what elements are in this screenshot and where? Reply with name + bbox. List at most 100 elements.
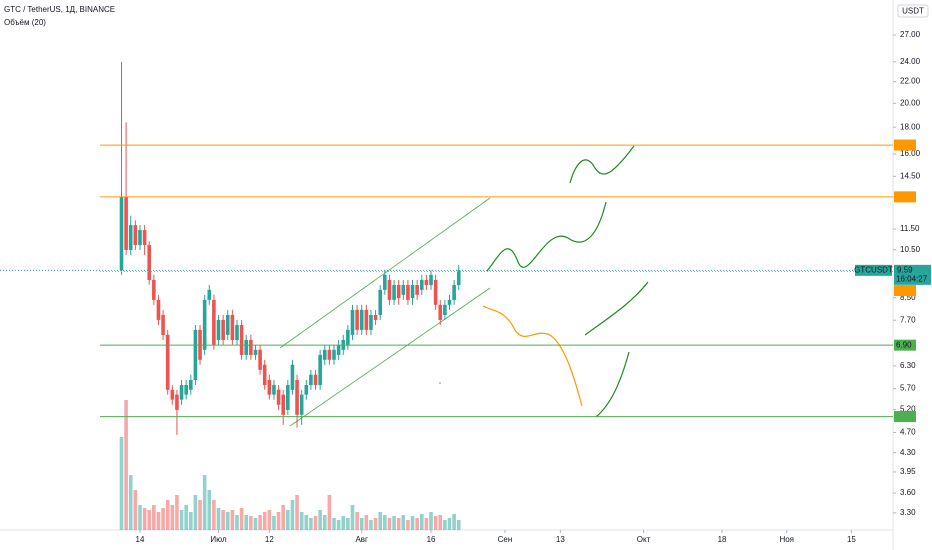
volume-bar [318, 510, 322, 530]
volume-bar [212, 500, 216, 530]
volume-bar [304, 515, 309, 530]
volume-bar [392, 516, 396, 530]
y-tick-label: 11.50 [900, 224, 920, 233]
y-tick-label: 5.20 [900, 405, 916, 414]
projection-high [569, 145, 635, 184]
candle-body [452, 285, 456, 300]
indicator-label: Объём (20) [4, 18, 46, 27]
volume-bar [225, 512, 230, 530]
volume-bar [410, 516, 415, 530]
candle-body [175, 394, 179, 410]
volume-bar [336, 520, 341, 530]
y-tick-label: 8.50 [900, 293, 916, 302]
candle-body [258, 349, 262, 370]
volume-bar [419, 514, 424, 530]
volume-bar [124, 400, 128, 530]
volume-bar [290, 500, 295, 530]
candle-body [401, 285, 406, 295]
y-tick-label: 20.00 [900, 98, 921, 107]
last-price-label: 9.59 [897, 265, 913, 274]
volume-bar [170, 505, 175, 530]
volume-bar [387, 518, 392, 530]
volume-bar [355, 512, 359, 530]
candle-body [309, 374, 313, 386]
candle-body [359, 309, 364, 330]
candle-body [290, 364, 295, 390]
x-tick-label: 15 [847, 535, 856, 544]
candle-body [249, 339, 253, 355]
volume-bar [406, 520, 410, 530]
candle-body [239, 325, 244, 355]
volume-bar [383, 515, 387, 530]
symbol-label: GTCUSDT [854, 265, 893, 274]
level-label-box [894, 139, 916, 151]
x-tick-label: Ноя [779, 535, 794, 544]
volume-bar [309, 518, 313, 530]
candle-body [336, 344, 341, 355]
candle-body [207, 289, 212, 300]
volume-bar [433, 516, 438, 530]
candle-body [138, 230, 142, 246]
candle-body [355, 309, 359, 330]
candle-body [443, 304, 447, 315]
volume-bar [456, 520, 461, 530]
volume-bar [198, 500, 202, 530]
volume-bar [341, 516, 346, 530]
x-tick-label: 13 [556, 535, 565, 544]
volume-bar [369, 520, 373, 530]
volume-bar [179, 510, 184, 530]
volume-bar [262, 512, 267, 530]
volume-bar [175, 495, 179, 530]
candle-body [327, 349, 332, 360]
candle-body [346, 329, 350, 345]
volume-bar [119, 437, 124, 530]
candle-body [216, 319, 221, 340]
x-tick-label: 12 [265, 535, 274, 544]
chart-title: GTC / TetherUS, 1Д, BINANCE [4, 5, 115, 14]
volume-bar [295, 495, 299, 530]
x-tick-label: 18 [718, 535, 727, 544]
y-tick-label: 4.70 [900, 428, 916, 437]
candle-body [221, 319, 225, 340]
volume-bar [152, 505, 156, 530]
candle-body [429, 274, 433, 286]
volume-bar [396, 518, 401, 530]
volume-bar [272, 516, 276, 530]
volume-bar [401, 515, 406, 530]
volume-bar [221, 510, 225, 530]
x-tick-label: Авг [355, 535, 368, 544]
candle-body [267, 379, 272, 395]
volume-bar [429, 512, 433, 530]
y-tick-label: 14.50 [900, 171, 921, 180]
y-tick-label: 16.00 [900, 149, 921, 158]
symbol-box [855, 264, 892, 276]
candle-body [313, 374, 318, 386]
volume-bar [447, 518, 452, 530]
candle-body [253, 349, 258, 355]
candle-body [179, 385, 184, 400]
candle-body [406, 285, 410, 300]
candle-body [244, 339, 249, 355]
volume-bar [207, 490, 212, 530]
currency-button[interactable] [897, 4, 929, 18]
candle-body [262, 364, 267, 386]
volume-bar [359, 518, 364, 530]
candle-body [147, 245, 152, 281]
y-tick-label: 27.00 [900, 30, 921, 39]
candle-body [235, 325, 239, 340]
candle-body [383, 274, 387, 290]
volume-bar [165, 500, 170, 530]
volume-bar [438, 515, 443, 530]
y-tick-label: 6.30 [900, 361, 916, 370]
candle-body [369, 314, 373, 330]
candle-body [318, 354, 322, 386]
candle-body [350, 309, 355, 335]
candle-body [184, 385, 188, 395]
candle-body [415, 285, 419, 295]
candle-body [124, 196, 128, 250]
level-label-box [894, 191, 916, 203]
candle-body [387, 280, 392, 300]
candle-body [188, 379, 193, 390]
volume-bar [299, 512, 304, 530]
